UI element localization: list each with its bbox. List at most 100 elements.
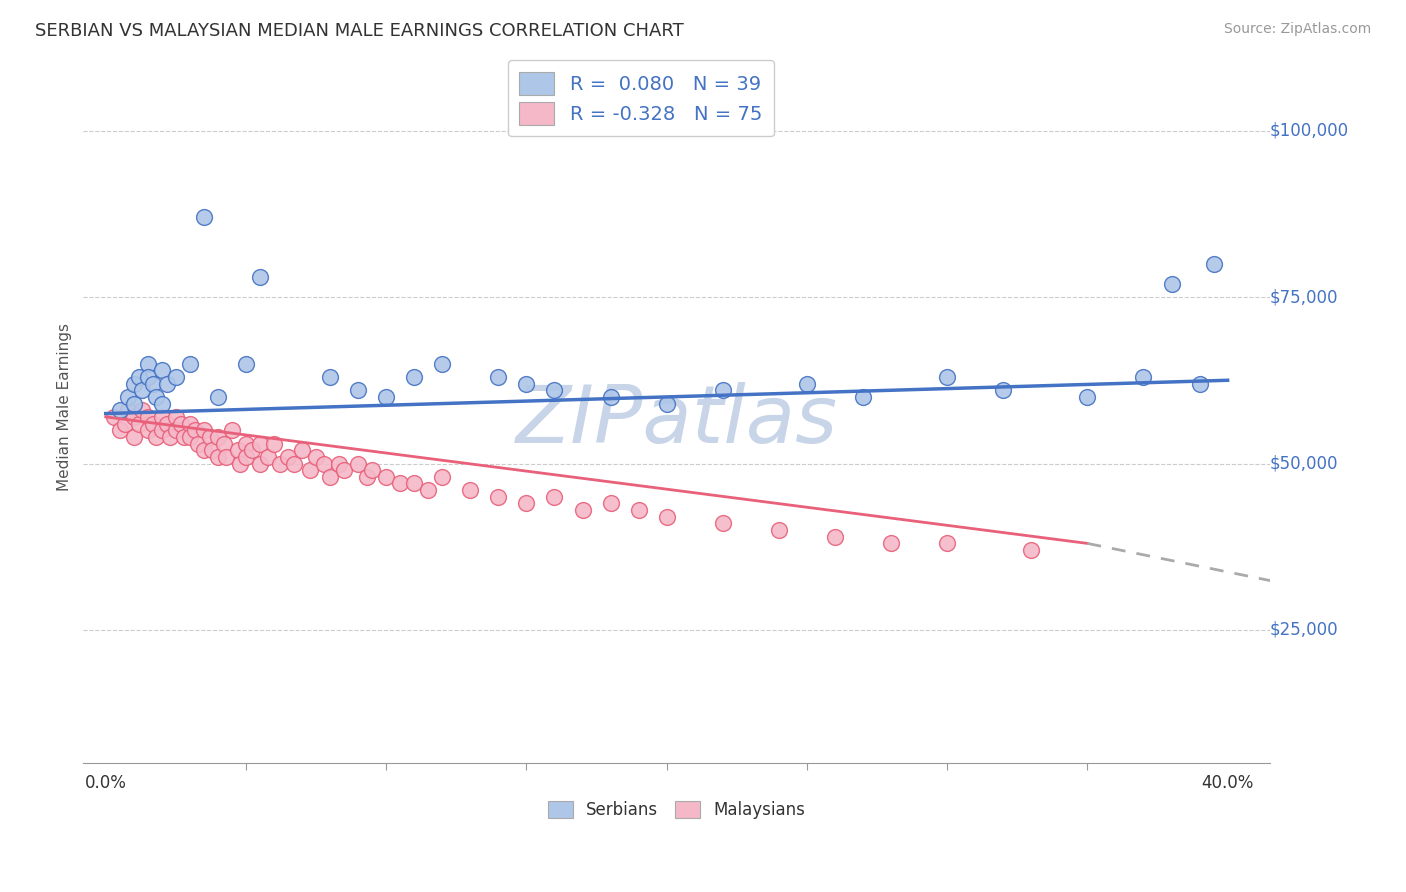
- Point: [187, 436, 209, 450]
- Point: [1202, 257, 1225, 271]
- Point: [207, 390, 229, 404]
- Point: [215, 450, 238, 464]
- Point: [418, 483, 440, 497]
- Point: [128, 370, 150, 384]
- Point: [122, 430, 145, 444]
- Point: [235, 357, 257, 371]
- Point: [179, 430, 201, 444]
- Point: [486, 370, 509, 384]
- Point: [936, 370, 959, 384]
- Point: [515, 496, 537, 510]
- Point: [150, 363, 173, 377]
- Y-axis label: Median Male Earnings: Median Male Earnings: [58, 323, 72, 491]
- Legend: Serbians, Malaysians: Serbians, Malaysians: [541, 795, 811, 826]
- Point: [375, 470, 398, 484]
- Point: [165, 409, 187, 424]
- Point: [432, 357, 454, 371]
- Point: [235, 450, 257, 464]
- Point: [299, 463, 322, 477]
- Point: [193, 423, 215, 437]
- Point: [108, 423, 131, 437]
- Point: [108, 403, 131, 417]
- Text: $50,000: $50,000: [1270, 455, 1339, 473]
- Point: [156, 376, 179, 391]
- Text: SERBIAN VS MALAYSIAN MEDIAN MALE EARNINGS CORRELATION CHART: SERBIAN VS MALAYSIAN MEDIAN MALE EARNING…: [35, 22, 683, 40]
- Point: [150, 409, 173, 424]
- Point: [159, 430, 181, 444]
- Point: [249, 436, 271, 450]
- Point: [543, 384, 565, 398]
- Point: [122, 409, 145, 424]
- Point: [515, 376, 537, 391]
- Point: [201, 443, 224, 458]
- Point: [226, 443, 249, 458]
- Point: [117, 403, 139, 417]
- Point: [122, 396, 145, 410]
- Point: [361, 463, 384, 477]
- Point: [165, 423, 187, 437]
- Point: [136, 357, 159, 371]
- Point: [193, 210, 215, 224]
- Point: [173, 430, 195, 444]
- Point: [114, 417, 136, 431]
- Point: [283, 457, 305, 471]
- Point: [136, 409, 159, 424]
- Point: [880, 536, 903, 550]
- Point: [269, 457, 291, 471]
- Point: [207, 430, 229, 444]
- Point: [145, 430, 167, 444]
- Point: [249, 457, 271, 471]
- Text: $75,000: $75,000: [1270, 288, 1339, 306]
- Point: [136, 370, 159, 384]
- Point: [314, 457, 336, 471]
- Point: [711, 516, 734, 531]
- Point: [240, 443, 263, 458]
- Point: [347, 457, 370, 471]
- Point: [145, 390, 167, 404]
- Point: [249, 270, 271, 285]
- Point: [432, 470, 454, 484]
- Point: [291, 443, 314, 458]
- Point: [486, 490, 509, 504]
- Point: [328, 457, 350, 471]
- Point: [655, 396, 678, 410]
- Text: ZIPatlas: ZIPatlas: [516, 382, 838, 460]
- Point: [1132, 370, 1154, 384]
- Point: [599, 496, 621, 510]
- Point: [131, 403, 153, 417]
- Point: [235, 436, 257, 450]
- Point: [170, 417, 193, 431]
- Point: [768, 523, 790, 537]
- Point: [150, 423, 173, 437]
- Point: [571, 503, 593, 517]
- Point: [131, 384, 153, 398]
- Point: [221, 423, 243, 437]
- Point: [404, 476, 426, 491]
- Text: Source: ZipAtlas.com: Source: ZipAtlas.com: [1223, 22, 1371, 37]
- Point: [156, 417, 179, 431]
- Point: [936, 536, 959, 550]
- Point: [333, 463, 356, 477]
- Point: [993, 384, 1015, 398]
- Point: [460, 483, 482, 497]
- Point: [543, 490, 565, 504]
- Point: [1188, 376, 1211, 391]
- Point: [599, 390, 621, 404]
- Point: [198, 430, 221, 444]
- Point: [229, 457, 252, 471]
- Point: [305, 450, 328, 464]
- Point: [263, 436, 285, 450]
- Point: [824, 530, 846, 544]
- Point: [319, 370, 342, 384]
- Text: $25,000: $25,000: [1270, 621, 1339, 639]
- Point: [207, 450, 229, 464]
- Point: [796, 376, 818, 391]
- Point: [1076, 390, 1098, 404]
- Point: [184, 423, 207, 437]
- Point: [1019, 543, 1042, 558]
- Point: [103, 409, 125, 424]
- Point: [212, 436, 235, 450]
- Point: [852, 390, 875, 404]
- Point: [711, 384, 734, 398]
- Point: [117, 390, 139, 404]
